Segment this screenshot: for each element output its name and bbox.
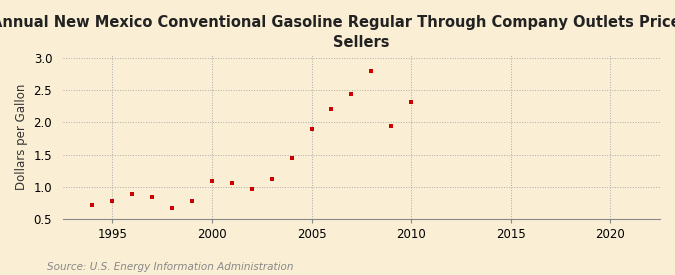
Text: Source: U.S. Energy Information Administration: Source: U.S. Energy Information Administ… <box>47 262 294 272</box>
Y-axis label: Dollars per Gallon: Dollars per Gallon <box>15 84 28 190</box>
Title: Annual New Mexico Conventional Gasoline Regular Through Company Outlets Price by: Annual New Mexico Conventional Gasoline … <box>0 15 675 50</box>
